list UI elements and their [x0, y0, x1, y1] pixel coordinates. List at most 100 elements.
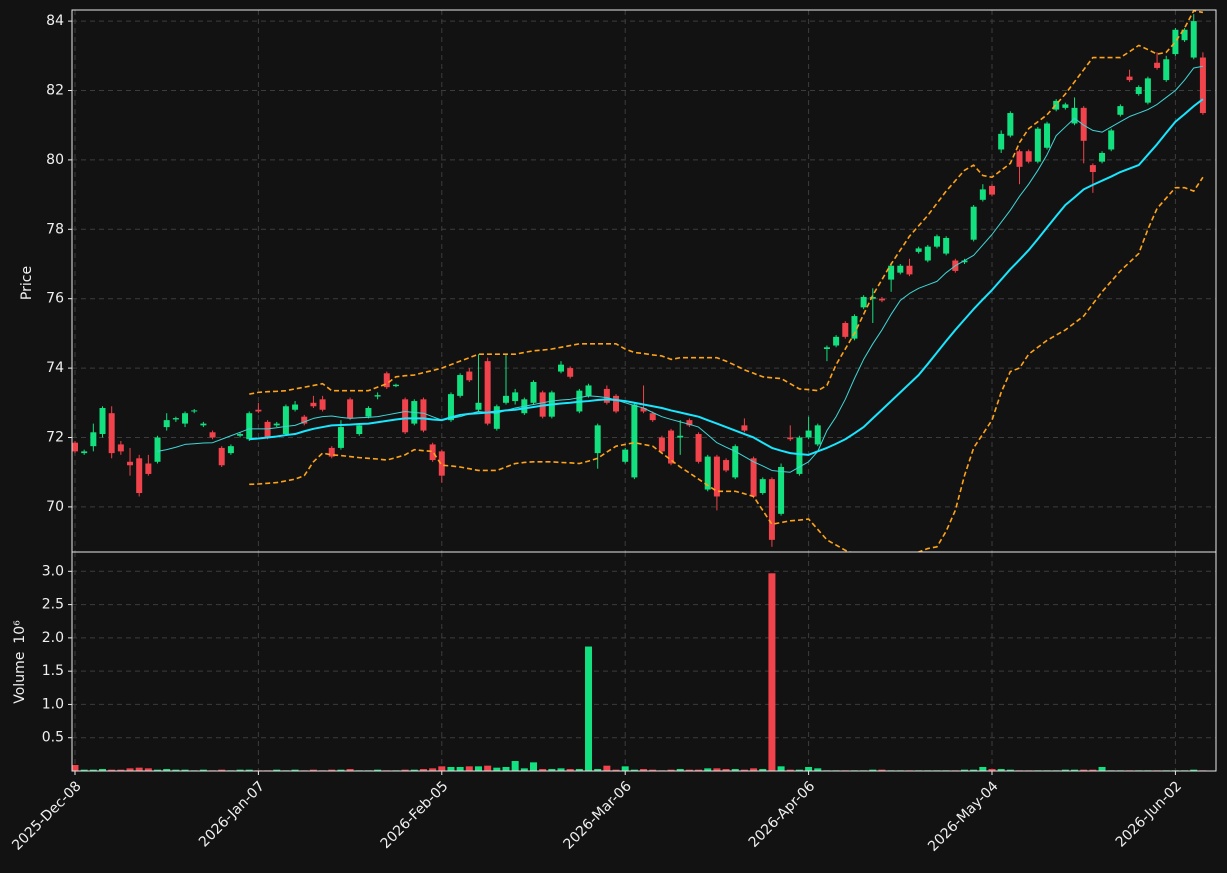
candle-body	[209, 432, 216, 438]
volume-bar	[117, 769, 125, 771]
volume-bar	[970, 769, 978, 771]
volume-bar	[144, 768, 152, 771]
candle-body	[585, 385, 592, 396]
volume-bar	[869, 769, 877, 771]
candle-body	[347, 399, 354, 419]
candle-body	[136, 458, 143, 494]
candle-body	[888, 265, 895, 280]
candle-body	[1089, 165, 1096, 173]
candle-body	[933, 236, 940, 247]
volume-bar	[640, 769, 648, 771]
candle-body	[227, 446, 234, 454]
volume-label: Volume	[12, 652, 28, 704]
x-tick-label: 2026-Jan-07	[196, 778, 268, 850]
candle-body	[475, 402, 482, 410]
y-tick-label: 78	[46, 221, 64, 237]
candle-body	[558, 364, 565, 372]
volume-bar	[80, 769, 88, 771]
volume-bar	[786, 769, 794, 771]
y-tick-label: 0.5	[42, 730, 64, 746]
y-tick-label: 2.0	[42, 630, 64, 646]
y-tick-label: 1.5	[42, 663, 64, 679]
candle-body	[466, 371, 473, 381]
candle-body	[383, 373, 390, 388]
candle-body	[860, 296, 867, 308]
volume-bar	[704, 768, 712, 771]
volume-axis-label: Volume 10⁶	[12, 620, 28, 704]
candle-body	[1135, 87, 1142, 94]
candle-body	[713, 456, 720, 497]
candle-body	[1007, 113, 1014, 136]
candle-body	[1062, 104, 1069, 108]
candle-body	[906, 265, 913, 275]
volume-bar	[309, 769, 317, 771]
volume-bar	[566, 769, 574, 771]
candle-body	[658, 437, 665, 452]
candle-body	[1181, 29, 1188, 41]
volume-bar	[465, 766, 473, 771]
volume-bar	[740, 769, 748, 771]
volume-bar	[713, 768, 721, 771]
candle-body	[328, 447, 335, 457]
candle-body	[695, 434, 702, 462]
candle-body	[805, 430, 812, 438]
candle-body	[943, 237, 950, 254]
volume-bar	[154, 769, 162, 771]
volume-bar	[997, 769, 1005, 771]
volume-bar	[72, 765, 79, 771]
volume-bar	[1080, 769, 1088, 771]
candle-body	[833, 336, 840, 346]
volume-bar	[429, 768, 437, 771]
candle-body	[759, 479, 766, 494]
candle-body	[182, 413, 189, 424]
volume-plot	[72, 573, 1207, 771]
candle-body	[365, 407, 372, 417]
volume-bar	[511, 761, 519, 771]
candle-body	[429, 444, 436, 461]
volume-bar	[410, 769, 418, 771]
candle-body	[622, 449, 629, 462]
volume-bar	[750, 768, 758, 771]
x-tick-label: 2026-Feb-05	[378, 778, 452, 852]
volume-bar	[988, 769, 996, 771]
candle-body	[108, 413, 115, 454]
candle-body	[613, 395, 620, 412]
volume-bar	[1061, 769, 1069, 771]
candle-body	[163, 420, 170, 428]
volume-bar	[374, 769, 382, 771]
candle-body	[878, 298, 885, 301]
volume-bar	[447, 767, 455, 771]
candle-body	[264, 421, 271, 438]
candle-body	[1016, 151, 1023, 167]
candle-body	[117, 444, 124, 452]
y-tick-label: 2.5	[42, 597, 64, 613]
candle-body	[851, 316, 858, 339]
x-tick-label: 2026-May-04	[925, 778, 1002, 855]
candle-body	[823, 347, 830, 350]
volume-bar	[585, 646, 593, 771]
candle-body	[1080, 107, 1087, 141]
candle-body	[81, 451, 88, 454]
volume-bar	[814, 768, 822, 771]
volume-bar	[108, 769, 116, 771]
volume-bar	[878, 769, 886, 771]
y-tick-label: 82	[46, 83, 64, 99]
candle-body	[90, 432, 97, 447]
candle-body	[686, 420, 693, 426]
volume-bar	[502, 767, 510, 771]
candle-body	[1053, 100, 1060, 110]
candle-body	[732, 446, 739, 478]
candle-body	[292, 404, 299, 410]
volume-bar	[245, 769, 253, 771]
candle-body	[814, 425, 821, 445]
volume-bar	[960, 769, 968, 771]
x-tick-label: 2026-Apr-06	[746, 778, 819, 851]
candle-body	[1034, 128, 1041, 162]
candle-body	[897, 265, 904, 273]
volume-bar	[1089, 769, 1097, 771]
candle-body	[1190, 21, 1197, 58]
candle-body	[539, 392, 546, 417]
volume-bar	[1098, 767, 1106, 771]
candle-body	[447, 394, 454, 421]
